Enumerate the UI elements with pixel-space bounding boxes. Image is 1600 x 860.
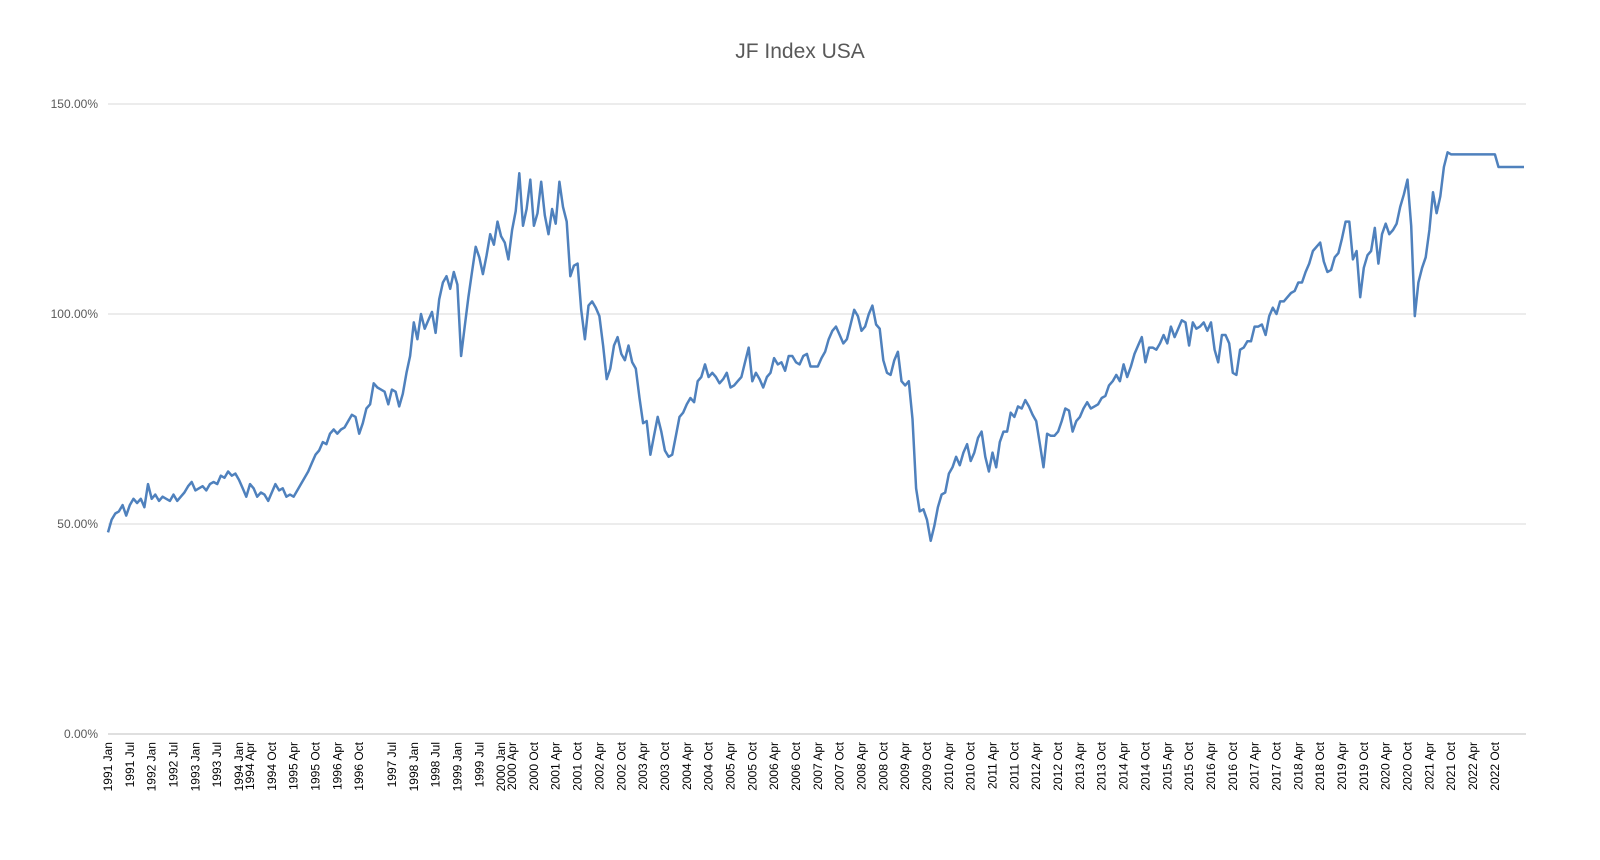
- x-tick-label: 2021 Apr: [1422, 742, 1436, 790]
- x-tick-label: 2007 Apr: [811, 742, 825, 790]
- x-tick-label: 2004 Oct: [702, 741, 716, 790]
- x-tick-label: 2013 Oct: [1095, 741, 1109, 790]
- x-tick-label: 1994 Apr: [243, 742, 257, 790]
- y-axis-tick-labels: 0.00% 50.00% 100.00% 150.00%: [51, 97, 99, 741]
- x-tick-label: 2006 Apr: [767, 742, 781, 790]
- x-tick-label: 2019 Apr: [1335, 742, 1349, 790]
- x-tick-label: 2009 Apr: [898, 742, 912, 790]
- x-tick-label: 2005 Apr: [723, 742, 737, 790]
- x-tick-label: 2011 Apr: [986, 742, 1000, 789]
- y-tick-label: 50.00%: [57, 517, 98, 531]
- x-tick-label: 1997 Jul: [385, 742, 399, 787]
- y-tick-label: 150.00%: [51, 97, 99, 111]
- x-tick-label: 2003 Oct: [658, 741, 672, 790]
- series-layer: [106, 151, 1524, 543]
- x-tick-label: 1999 Jul: [472, 742, 486, 787]
- y-tick-label: 100.00%: [51, 307, 99, 321]
- x-tick-label: 2002 Apr: [592, 742, 606, 790]
- x-tick-label: 2001 Oct: [571, 741, 585, 790]
- x-tick-label: 2017 Apr: [1248, 742, 1262, 790]
- series-line-0: [106, 151, 1524, 543]
- x-tick-label: 2004 Apr: [680, 742, 694, 790]
- x-tick-label: 1995 Apr: [287, 742, 301, 790]
- x-tick-label: 2018 Oct: [1313, 741, 1327, 790]
- x-tick-label: 2021 Oct: [1444, 741, 1458, 790]
- x-tick-label: 2022 Apr: [1466, 742, 1480, 790]
- x-tick-label: 2003 Apr: [636, 742, 650, 790]
- x-tick-label: 2009 Oct: [920, 741, 934, 790]
- x-tick-label: 1994 Jan: [232, 742, 246, 791]
- x-tick-label: 2005 Oct: [745, 741, 759, 790]
- x-tick-label: 1991 Jul: [123, 742, 137, 787]
- x-tick-label: 2001 Apr: [549, 742, 563, 790]
- x-tick-label: 1994 Oct: [265, 741, 279, 790]
- x-tick-label: 2011 Oct: [1007, 741, 1021, 789]
- x-tick-label: 2010 Apr: [942, 742, 956, 790]
- x-tick-label: 1991 Jan: [101, 742, 115, 791]
- y-tick-label: 0.00%: [64, 727, 98, 741]
- x-tick-label: 2012 Apr: [1029, 742, 1043, 790]
- x-tick-label: 2018 Apr: [1291, 742, 1305, 790]
- x-tick-label: 2008 Apr: [855, 742, 869, 790]
- gridlines: [108, 103, 1526, 525]
- x-tick-label: 1992 Jul: [167, 742, 181, 787]
- x-tick-label: 2008 Oct: [876, 741, 890, 790]
- x-tick-label: 2000 Apr: [505, 742, 519, 790]
- x-tick-label: 1993 Jan: [188, 742, 202, 791]
- x-tick-label: 2015 Apr: [1160, 742, 1174, 790]
- x-tick-label: 2007 Oct: [833, 741, 847, 790]
- x-tick-label: 1996 Apr: [330, 742, 344, 790]
- x-tick-label: 2016 Apr: [1204, 742, 1218, 790]
- x-tick-label: 1998 Jul: [429, 742, 443, 787]
- x-tick-label: 1998 Jan: [407, 742, 421, 791]
- chart-title: JF Index USA: [735, 40, 865, 63]
- x-tick-label: 2019 Oct: [1357, 741, 1371, 790]
- x-tick-label: 1992 Jan: [145, 742, 159, 791]
- x-tick-label: 1996 Oct: [352, 741, 366, 790]
- x-tick-label: 2016 Oct: [1226, 741, 1240, 790]
- x-tick-label: 2012 Oct: [1051, 741, 1065, 790]
- x-tick-label: 2000 Oct: [527, 741, 541, 790]
- x-tick-label: 2014 Apr: [1117, 742, 1131, 790]
- x-axis-tick-labels: 1991 Jan 1991 Jul 1992 Jan 1992 Jul 1993 Jan…: [101, 741, 1502, 791]
- x-tick-label: 1993 Jul: [210, 742, 224, 787]
- x-tick-label: 2002 Oct: [614, 741, 628, 790]
- x-tick-label: 2006 Oct: [789, 741, 803, 790]
- x-tick-label: 2020 Apr: [1379, 742, 1393, 790]
- x-tick-label: 2015 Oct: [1182, 741, 1196, 790]
- x-tick-label: 2014 Oct: [1138, 741, 1152, 790]
- x-tick-label: 2010 Oct: [964, 741, 978, 790]
- x-tick-label: 2013 Apr: [1073, 742, 1087, 790]
- x-tick-label: 2000 Jan: [494, 742, 508, 791]
- x-tick-label: 1995 Oct: [308, 741, 322, 790]
- x-tick-label: 1999 Jan: [450, 742, 464, 791]
- x-tick-label: 2022 Oct: [1488, 741, 1502, 790]
- x-tick-label: 2020 Oct: [1401, 741, 1415, 790]
- x-tick-label: 2017 Oct: [1269, 741, 1283, 790]
